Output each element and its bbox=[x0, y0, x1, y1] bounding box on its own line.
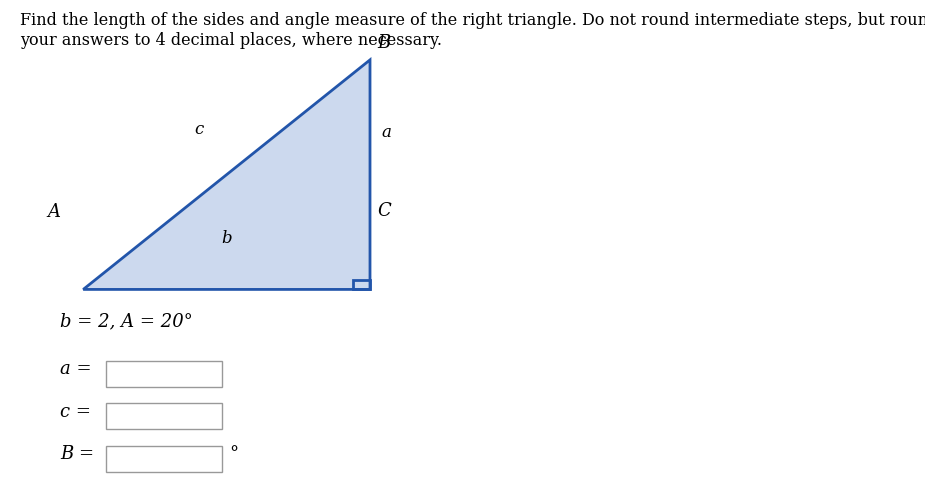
Text: C: C bbox=[377, 202, 391, 220]
Text: B =: B = bbox=[60, 445, 94, 463]
Text: °: ° bbox=[229, 445, 239, 463]
Text: A: A bbox=[47, 203, 60, 221]
FancyBboxPatch shape bbox=[106, 361, 222, 387]
Text: c: c bbox=[194, 121, 204, 138]
Polygon shape bbox=[83, 60, 370, 289]
Text: your answers to 4 decimal places, where necessary.: your answers to 4 decimal places, where … bbox=[20, 32, 442, 49]
FancyBboxPatch shape bbox=[106, 403, 222, 429]
Text: a: a bbox=[381, 124, 391, 141]
FancyBboxPatch shape bbox=[106, 446, 222, 472]
Text: c =: c = bbox=[60, 403, 92, 421]
Text: B: B bbox=[377, 34, 390, 52]
Text: b = 2, A = 20°: b = 2, A = 20° bbox=[60, 313, 193, 331]
Text: b: b bbox=[221, 230, 232, 247]
Text: a =: a = bbox=[60, 360, 92, 378]
Text: Find the length of the sides and angle measure of the right triangle. Do not rou: Find the length of the sides and angle m… bbox=[20, 12, 925, 29]
